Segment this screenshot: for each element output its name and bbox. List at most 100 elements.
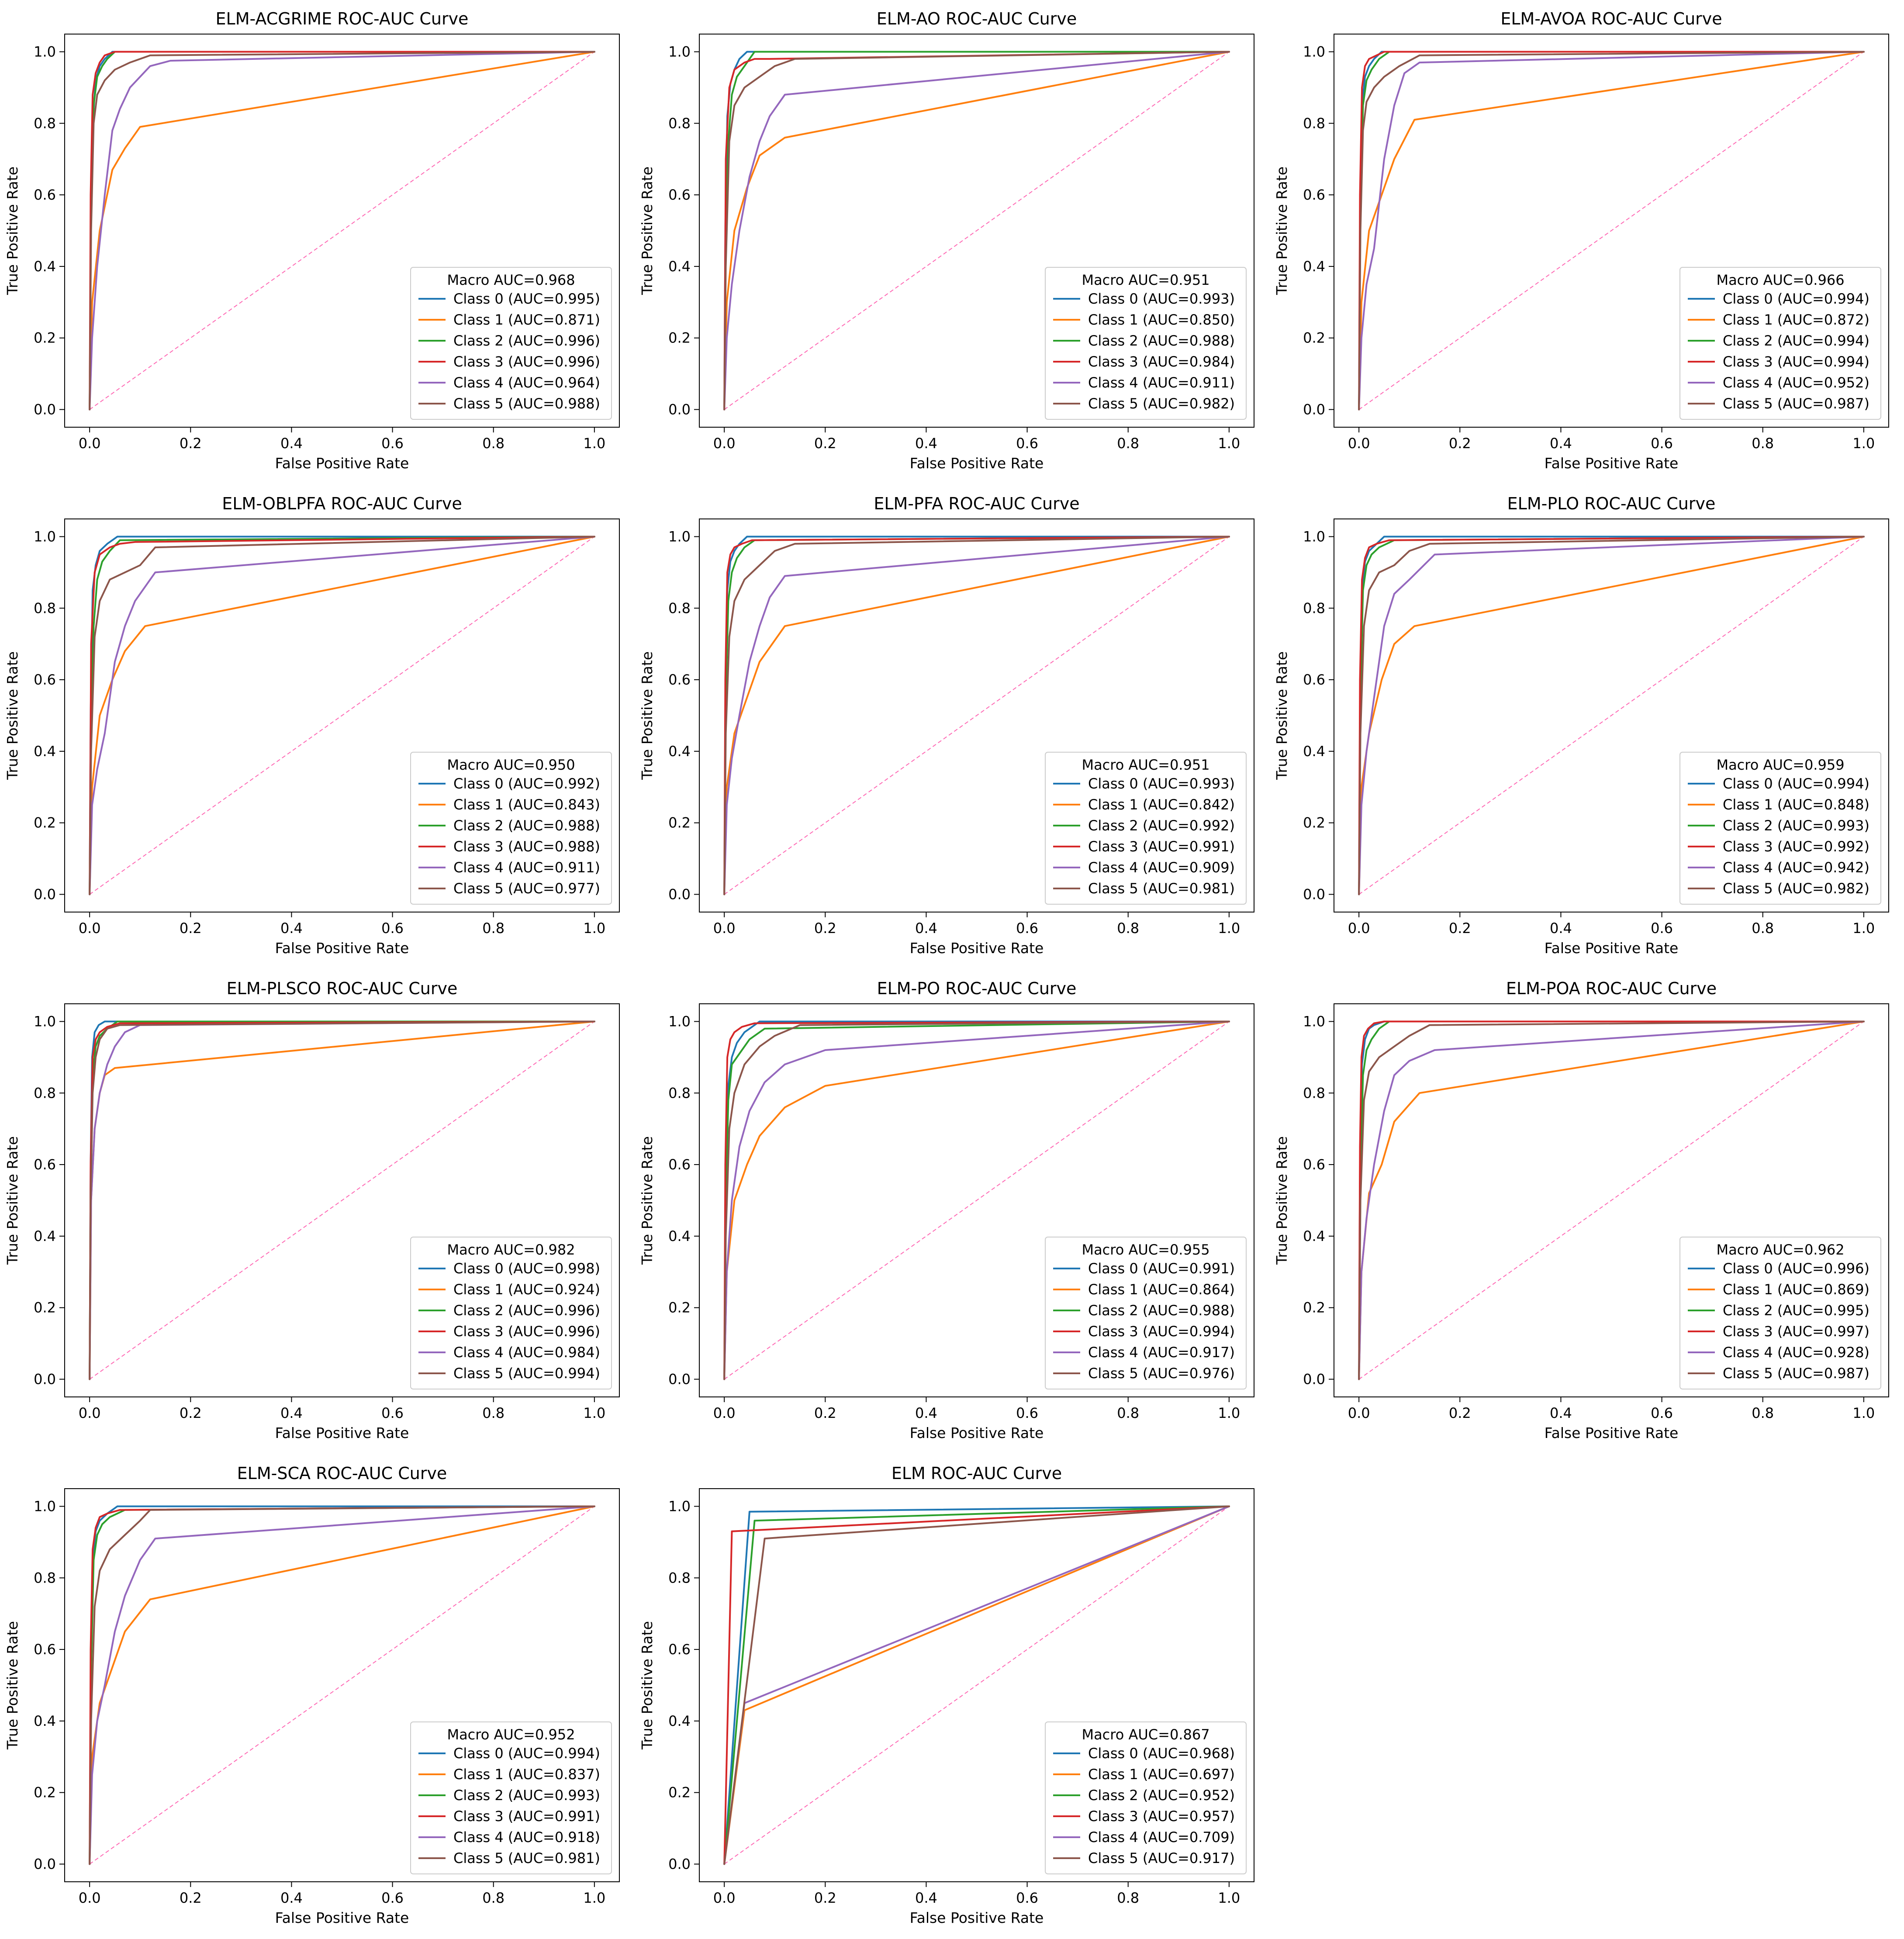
- x-tick-label: 0.0: [1348, 1405, 1370, 1421]
- roc-series-class-1: [723, 536, 1230, 895]
- roc-series-class-2: [89, 1505, 595, 1865]
- y-tick-label: 0.6: [668, 1156, 691, 1173]
- legend: Macro AUC=0.966 Class 0 (AUC=0.994) Class …: [1679, 267, 1881, 420]
- y-tick-label: 0.6: [34, 671, 56, 688]
- y-tick-label: 0.4: [34, 1228, 56, 1244]
- y-tick-label: 0.0: [668, 886, 691, 903]
- legend-entry: Class 0 (AUC=0.993): [1088, 290, 1235, 307]
- y-tick-label: 0.4: [1303, 743, 1325, 760]
- legend-box: [1045, 1237, 1247, 1389]
- roc-series-class-5: [723, 51, 1230, 411]
- legend-entry: Class 5 (AUC=0.917): [1088, 1850, 1235, 1866]
- roc-series-class-5: [89, 536, 595, 895]
- legend-title: Macro AUC=0.959: [1716, 757, 1844, 773]
- legend-entry: Class 5 (AUC=0.987): [1723, 395, 1869, 412]
- legend-box: [1045, 1721, 1247, 1874]
- y-tick-label: 0.8: [1303, 600, 1325, 616]
- legend-entry: Class 4 (AUC=0.928): [1723, 1344, 1869, 1361]
- legend-entry: Class 0 (AUC=0.991): [1088, 1260, 1235, 1277]
- legend: Macro AUC=0.959 Class 0 (AUC=0.994) Class …: [1679, 752, 1881, 905]
- legend-entry: Class 3 (AUC=0.988): [453, 838, 600, 855]
- y-tick-label: 0.8: [34, 115, 56, 131]
- legend-entry: Class 4 (AUC=0.964): [453, 374, 600, 391]
- y-tick-label: 0.4: [668, 743, 691, 760]
- roc-chart: ELM-SCA ROC-AUC Curve 0.0 0.2 0.4 0.6 0.8 1.0 0…: [4, 1464, 620, 1926]
- legend-entry: Class 3 (AUC=0.957): [1088, 1808, 1235, 1825]
- legend-entry: Class 3 (AUC=0.997): [1723, 1323, 1869, 1340]
- legend-box: [1045, 752, 1247, 905]
- roc-chart: ELM-AO ROC-AUC Curve 0.0 0.2 0.4 0.6 0.8 1.0 0.…: [639, 9, 1254, 472]
- roc-series-class-3: [1358, 1020, 1865, 1380]
- roc-series-class-4: [723, 536, 1230, 895]
- roc-series-class-2: [723, 536, 1230, 895]
- x-tick-label: 1.0: [1852, 1405, 1875, 1421]
- x-axis-label: False Positive Rate: [275, 1909, 409, 1926]
- y-tick-label: 0.8: [34, 600, 56, 616]
- chance-diagonal: [724, 536, 1230, 895]
- y-tick-label: 0.0: [34, 401, 56, 418]
- roc-series-class-5: [723, 536, 1230, 895]
- chart-title: ELM-PLO ROC-AUC Curve: [1507, 494, 1716, 513]
- x-tick-label: 0.8: [482, 920, 505, 937]
- x-tick-label: 0.8: [482, 1405, 505, 1421]
- legend-entry: Class 1 (AUC=0.864): [1088, 1281, 1235, 1298]
- legend-box: [410, 1237, 612, 1389]
- x-tick-label: 0.6: [1016, 1890, 1038, 1906]
- x-tick-label: 0.6: [1651, 435, 1673, 452]
- legend-title: Macro AUC=0.951: [1082, 272, 1209, 288]
- legend-title: Macro AUC=0.951: [1082, 757, 1209, 773]
- y-tick-label: 0.4: [34, 1713, 56, 1729]
- legend-entry: Class 0 (AUC=0.968): [1088, 1745, 1235, 1762]
- roc-panel: ELM ROC-AUC Curve 0.0 0.2 0.4 0.6 0.8 1.0 0.0 0.…: [635, 1455, 1269, 1939]
- x-tick-label: 1.0: [1218, 1890, 1240, 1906]
- legend-entry: Class 4 (AUC=0.909): [1088, 859, 1235, 876]
- legend-entry: Class 3 (AUC=0.991): [453, 1808, 600, 1825]
- legend-entry: Class 4 (AUC=0.952): [1723, 374, 1869, 391]
- y-tick-label: 0.0: [34, 1856, 56, 1873]
- x-tick-label: 0.4: [280, 1890, 303, 1906]
- x-tick-label: 1.0: [1218, 435, 1240, 452]
- x-tick-label: 0.4: [280, 435, 303, 452]
- roc-series-class-5: [723, 1505, 1230, 1865]
- chart-title: ELM-OBLPFA ROC-AUC Curve: [222, 494, 462, 513]
- legend-entry: Class 0 (AUC=0.994): [1723, 290, 1869, 307]
- roc-panel: ELM-POA ROC-AUC Curve 0.0 0.2 0.4 0.6 0.8 1.0 0…: [1269, 970, 1904, 1454]
- chart-title: ELM-PFA ROC-AUC Curve: [874, 494, 1079, 513]
- axes-frame: [699, 518, 1254, 912]
- legend-entry: Class 0 (AUC=0.995): [453, 290, 600, 307]
- y-axis-label: True Positive Rate: [1273, 1136, 1290, 1265]
- y-tick-label: 1.0: [34, 1498, 56, 1515]
- y-tick-label: 0.4: [668, 1228, 691, 1244]
- y-tick-label: 0.2: [668, 330, 691, 346]
- chance-diagonal: [724, 1021, 1230, 1380]
- legend-entry: Class 4 (AUC=0.918): [453, 1829, 600, 1846]
- y-tick-label: 0.2: [34, 1784, 56, 1801]
- roc-series-class-1: [1358, 536, 1865, 895]
- legend-title: Macro AUC=0.968: [447, 272, 575, 288]
- y-tick-label: 1.0: [34, 529, 56, 545]
- roc-series-class-4: [723, 51, 1230, 411]
- y-axis-label: True Positive Rate: [639, 651, 656, 780]
- roc-panel: ELM-PLSCO ROC-AUC Curve 0.0 0.2 0.4 0.6 0.8 1.…: [0, 970, 635, 1454]
- x-tick-label: 0.6: [1651, 1405, 1673, 1421]
- x-tick-label: 0.0: [713, 920, 736, 937]
- x-tick-label: 0.4: [1550, 1405, 1572, 1421]
- roc-series-class-3: [89, 536, 595, 895]
- y-tick-label: 1.0: [34, 1013, 56, 1030]
- x-tick-label: 0.2: [814, 1890, 836, 1906]
- y-tick-label: 0.4: [1303, 1228, 1325, 1244]
- axes-frame: [64, 1488, 620, 1882]
- roc-panel: ELM-ACGRIME ROC-AUC Curve 0.0 0.2 0.4 0.6 0.8…: [0, 0, 635, 484]
- roc-series-class-4: [723, 1020, 1230, 1380]
- x-tick-label: 0.2: [1449, 1405, 1471, 1421]
- legend: Macro AUC=0.968 Class 0 (AUC=0.995) Class …: [410, 267, 612, 420]
- x-tick-label: 0.4: [915, 435, 937, 452]
- y-tick-label: 0.4: [668, 258, 691, 275]
- legend: Macro AUC=0.950 Class 0 (AUC=0.992) Class …: [410, 752, 612, 905]
- axes-frame: [1334, 518, 1889, 912]
- y-tick-label: 0.0: [668, 1371, 691, 1388]
- y-tick-label: 0.0: [1303, 886, 1325, 903]
- x-tick-label: 0.6: [1016, 1405, 1038, 1421]
- roc-series-class-5: [1358, 536, 1865, 895]
- y-tick-label: 0.4: [34, 743, 56, 760]
